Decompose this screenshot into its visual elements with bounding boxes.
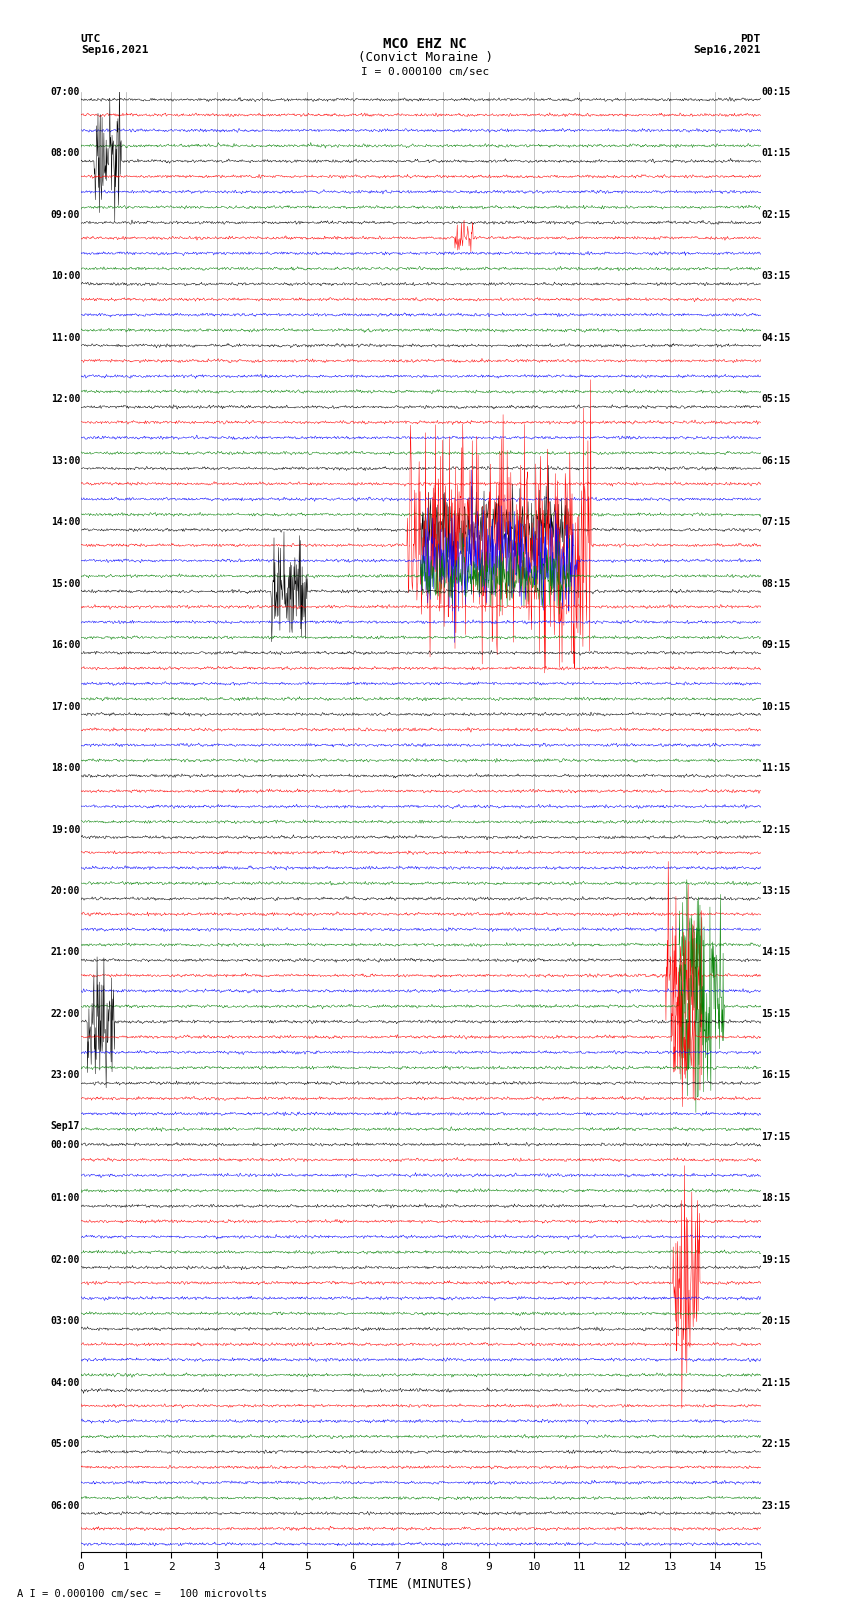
Text: MCO EHZ NC: MCO EHZ NC bbox=[383, 37, 467, 50]
Text: 10:00: 10:00 bbox=[51, 271, 80, 281]
Text: 19:15: 19:15 bbox=[762, 1255, 790, 1265]
Text: 09:15: 09:15 bbox=[762, 640, 790, 650]
Text: 10:15: 10:15 bbox=[762, 702, 790, 711]
Text: 04:15: 04:15 bbox=[762, 332, 790, 344]
Text: (Convict Moraine ): (Convict Moraine ) bbox=[358, 52, 492, 65]
Text: 14:00: 14:00 bbox=[51, 518, 80, 527]
Text: 15:15: 15:15 bbox=[762, 1008, 790, 1019]
Text: 09:00: 09:00 bbox=[51, 210, 80, 219]
Text: A I = 0.000100 cm/sec =   100 microvolts: A I = 0.000100 cm/sec = 100 microvolts bbox=[17, 1589, 267, 1598]
Text: 02:00: 02:00 bbox=[51, 1255, 80, 1265]
Text: 23:15: 23:15 bbox=[762, 1500, 790, 1511]
Text: 16:00: 16:00 bbox=[51, 640, 80, 650]
Text: 20:00: 20:00 bbox=[51, 886, 80, 895]
Text: Sep17: Sep17 bbox=[51, 1121, 80, 1131]
Text: 20:15: 20:15 bbox=[762, 1316, 790, 1326]
Text: 04:00: 04:00 bbox=[51, 1378, 80, 1387]
Text: 21:00: 21:00 bbox=[51, 947, 80, 958]
Text: 18:15: 18:15 bbox=[762, 1194, 790, 1203]
Text: 21:15: 21:15 bbox=[762, 1378, 790, 1387]
Text: Sep16,2021: Sep16,2021 bbox=[694, 45, 761, 55]
Text: I = 0.000100 cm/sec: I = 0.000100 cm/sec bbox=[361, 68, 489, 77]
Text: 08:15: 08:15 bbox=[762, 579, 790, 589]
Text: 07:15: 07:15 bbox=[762, 518, 790, 527]
Text: 06:00: 06:00 bbox=[51, 1500, 80, 1511]
Text: 19:00: 19:00 bbox=[51, 824, 80, 834]
Text: 01:00: 01:00 bbox=[51, 1194, 80, 1203]
Text: 17:15: 17:15 bbox=[762, 1132, 790, 1142]
Text: 00:15: 00:15 bbox=[762, 87, 790, 97]
Text: UTC: UTC bbox=[81, 34, 101, 44]
Text: 05:00: 05:00 bbox=[51, 1439, 80, 1448]
Text: 12:00: 12:00 bbox=[51, 394, 80, 405]
Text: 22:15: 22:15 bbox=[762, 1439, 790, 1448]
Text: 11:00: 11:00 bbox=[51, 332, 80, 344]
Text: 11:15: 11:15 bbox=[762, 763, 790, 773]
Text: 13:15: 13:15 bbox=[762, 886, 790, 895]
Text: 00:00: 00:00 bbox=[51, 1140, 80, 1150]
Text: 18:00: 18:00 bbox=[51, 763, 80, 773]
Text: 12:15: 12:15 bbox=[762, 824, 790, 834]
Text: 22:00: 22:00 bbox=[51, 1008, 80, 1019]
Text: 16:15: 16:15 bbox=[762, 1071, 790, 1081]
X-axis label: TIME (MINUTES): TIME (MINUTES) bbox=[368, 1578, 473, 1590]
Text: 13:00: 13:00 bbox=[51, 456, 80, 466]
Text: 06:15: 06:15 bbox=[762, 456, 790, 466]
Text: 15:00: 15:00 bbox=[51, 579, 80, 589]
Text: Sep16,2021: Sep16,2021 bbox=[81, 45, 148, 55]
Text: PDT: PDT bbox=[740, 34, 761, 44]
Text: 03:15: 03:15 bbox=[762, 271, 790, 281]
Text: 08:00: 08:00 bbox=[51, 148, 80, 158]
Text: 03:00: 03:00 bbox=[51, 1316, 80, 1326]
Text: 23:00: 23:00 bbox=[51, 1071, 80, 1081]
Text: 05:15: 05:15 bbox=[762, 394, 790, 405]
Text: 17:00: 17:00 bbox=[51, 702, 80, 711]
Text: 02:15: 02:15 bbox=[762, 210, 790, 219]
Text: 14:15: 14:15 bbox=[762, 947, 790, 958]
Text: 07:00: 07:00 bbox=[51, 87, 80, 97]
Text: 01:15: 01:15 bbox=[762, 148, 790, 158]
